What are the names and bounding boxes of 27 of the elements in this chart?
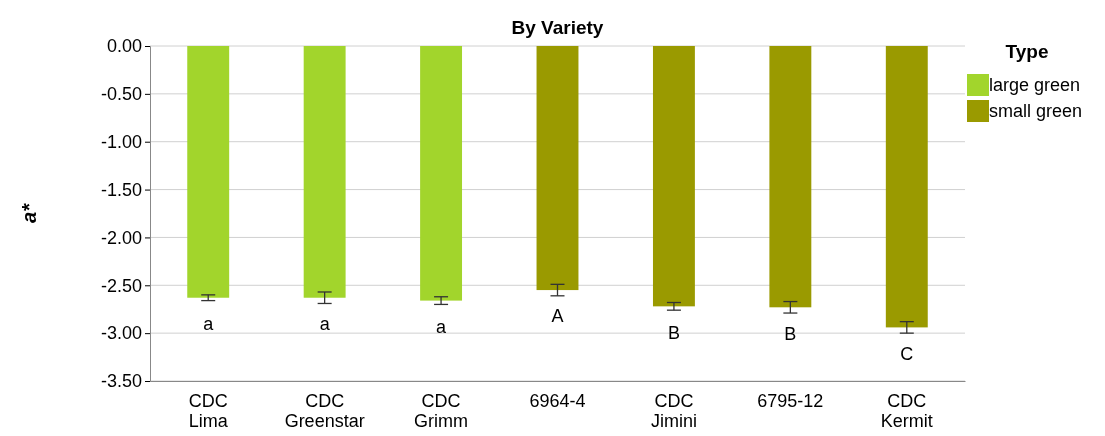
annotation: B [667, 322, 680, 343]
y-axis-title: a* [18, 202, 40, 223]
x-tick-label: CDC Kermit [880, 391, 933, 431]
y-tick-label: -3.00 [100, 323, 142, 344]
chart-title: By Variety [511, 17, 604, 38]
x-tick-label: CDC Greenstar [284, 391, 365, 431]
x-tick-label: 6795-12 [757, 391, 824, 411]
x-tick-label: CDC Lima [188, 391, 229, 431]
legend-label: small green [989, 101, 1083, 121]
annotation: a [319, 314, 331, 335]
annotation: a [203, 314, 215, 335]
annotation: a [436, 316, 448, 337]
y-tick-label: -1.00 [100, 131, 142, 152]
legend-label: large green [989, 75, 1081, 95]
annotation: B [784, 323, 797, 344]
y-tick-label: 0.00 [106, 36, 142, 57]
y-tick-label: -3.50 [100, 371, 142, 392]
x-tick-label: CDC Jimini [650, 391, 697, 431]
x-tick-label: CDC Grimm [414, 391, 469, 431]
y-tick-label: -1.50 [100, 179, 142, 200]
annotation: A [551, 306, 564, 327]
x-tick-label: 6964-4 [529, 391, 586, 411]
y-tick-label: -2.00 [100, 227, 142, 248]
y-tick-label: -0.50 [100, 84, 142, 105]
y-tick-label: -2.50 [100, 275, 142, 296]
legend-title: Type [1005, 41, 1049, 62]
annotation: C [900, 343, 914, 364]
